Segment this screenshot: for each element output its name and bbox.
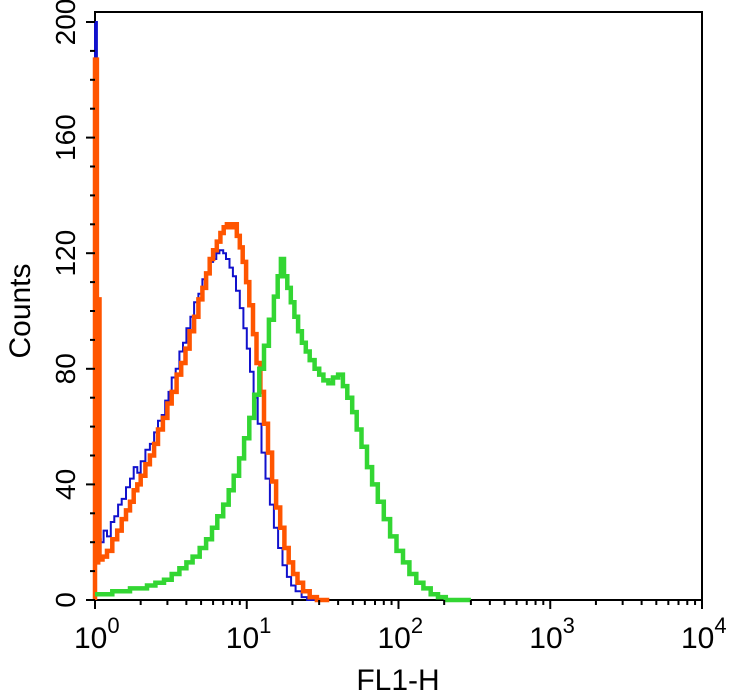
axis-ticks-group — [86, 21, 703, 609]
y-tick-label: 40 — [50, 469, 81, 500]
y-tick-label: 80 — [50, 353, 81, 384]
series-orange-trace — [92, 57, 330, 603]
x-tick-label: 104 — [681, 613, 727, 655]
series-green-trace — [95, 256, 471, 603]
y-axis-title: Counts — [4, 263, 37, 358]
x-tick-label: 102 — [378, 613, 424, 655]
x-tick-label: 103 — [529, 613, 575, 655]
y-tick-label: 160 — [50, 114, 81, 161]
x-tick-label: 101 — [226, 613, 272, 655]
plot-frame — [94, 11, 703, 601]
series-traces-group — [92, 21, 471, 603]
plot-frame-group — [94, 11, 703, 601]
y-tick-label: 0 — [50, 592, 81, 608]
x-axis-title: FL1-H — [356, 664, 439, 697]
y-tick-label: 200 — [50, 0, 81, 45]
y-tick-label: 120 — [50, 230, 81, 277]
tick-labels-group: 0 40 80 120 160 200 100 101 102 103 104 — [50, 0, 727, 655]
x-tick-label: 100 — [74, 613, 120, 655]
series-blue-trace — [94, 21, 320, 601]
